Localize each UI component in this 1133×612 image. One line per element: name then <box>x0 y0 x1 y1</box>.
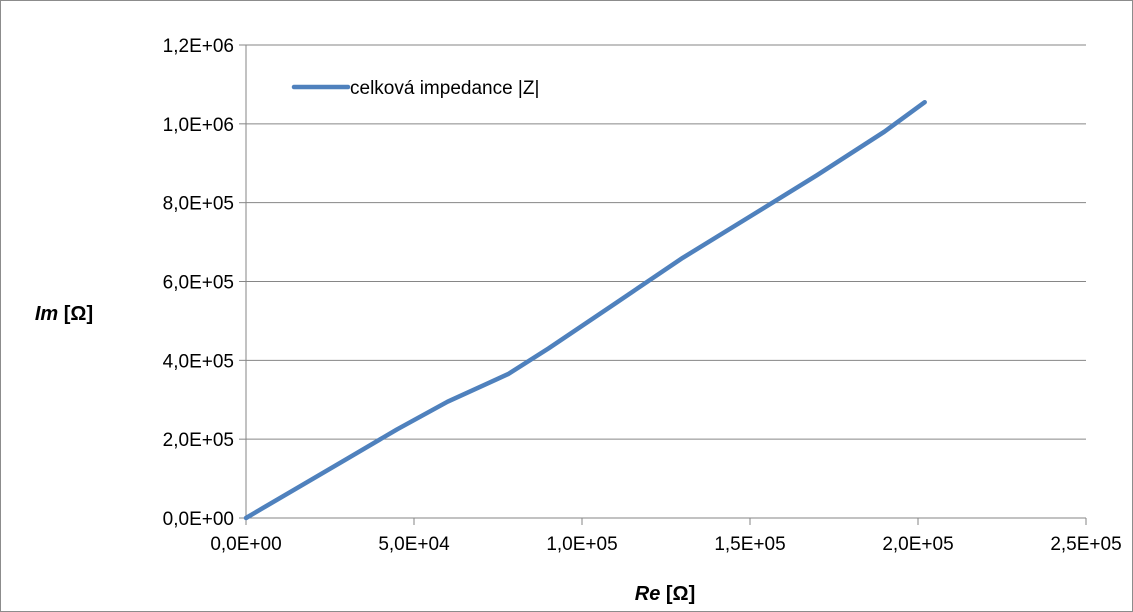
series-layer <box>243 99 927 521</box>
grid-lines <box>246 44 1086 440</box>
x-axis-title-italic: Re <box>635 583 661 605</box>
y-tick-label: 2,0E+05 <box>163 430 234 451</box>
y-tick-label: 1,2E+06 <box>163 36 234 57</box>
y-axis-title: Im [Ω] <box>35 303 93 325</box>
x-tick-label: 0,0E+00 <box>210 534 281 555</box>
legend-label: celková impedance |Z| <box>350 78 539 99</box>
series-line <box>243 99 927 521</box>
tick-labels: 0,0E+00 2,0E+05 4,0E+05 6,0E+05 8,0E+05 1,0E+… <box>163 36 1122 555</box>
legend: celková impedance |Z| <box>291 78 539 99</box>
y-tick-label: 8,0E+05 <box>163 194 234 215</box>
y-tick-label: 4,0E+05 <box>163 351 234 372</box>
y-tick-label: 0,0E+00 <box>163 509 234 530</box>
y-axis-title-italic: Im <box>35 303 58 325</box>
x-tick-label: 1,5E+05 <box>714 534 785 555</box>
y-axis-title-unit: [Ω] <box>58 303 93 325</box>
x-tick-label: 1,0E+05 <box>546 534 617 555</box>
y-tick-label: 6,0E+05 <box>163 273 234 294</box>
x-tick-label: 2,0E+05 <box>882 534 953 555</box>
x-axis-title-unit: [Ω] <box>660 583 695 605</box>
y-tick-label: 1,0E+06 <box>163 115 234 136</box>
x-tick-label: 5,0E+04 <box>378 534 450 555</box>
x-tick-label: 2,5E+05 <box>1050 534 1121 555</box>
x-axis-title: Re [Ω] <box>635 583 696 605</box>
